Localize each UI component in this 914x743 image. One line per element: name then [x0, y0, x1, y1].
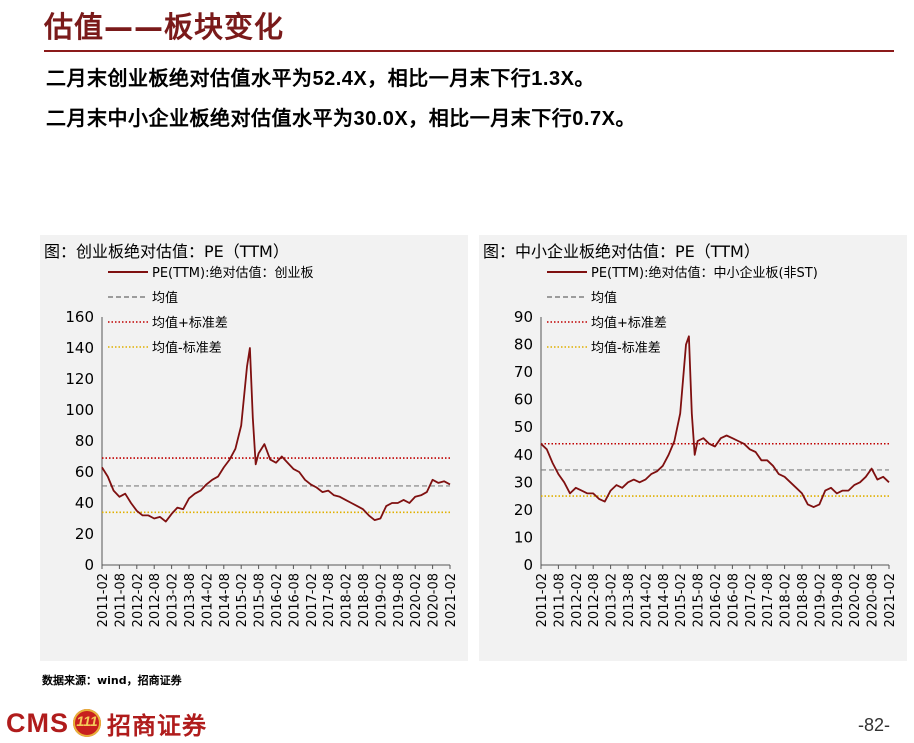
y-tick-label: 100: [65, 401, 94, 419]
x-tick-label: 2018-08: [357, 573, 372, 627]
y-tick-label: 70: [514, 363, 533, 381]
sme-pe-chart-panel: 图：中小企业板绝对估值：PE（TTM） PE(TTM):绝对估值：中小企业板(非…: [479, 235, 907, 661]
page-number: -82-: [857, 715, 890, 735]
x-tick-label: 2015-02: [235, 573, 250, 627]
legend-label: 均值+标准差: [591, 315, 667, 331]
x-tick-label: 2019-08: [392, 573, 407, 627]
headline-sme-mid: ，相比一月末下行: [408, 106, 573, 130]
headline-sme: 二月末中小企业板绝对估值水平为30.0X，相比一月末下行0.7X。: [46, 102, 636, 131]
x-tick-label: 2016-08: [726, 573, 741, 627]
x-tick-label: 2014-02: [200, 573, 215, 627]
x-tick-label: 2016-02: [709, 573, 724, 627]
y-tick-label: 20: [514, 501, 533, 519]
x-tick-label: 2020-08: [427, 573, 442, 627]
headline-gem-mid: ，相比一月末下行: [367, 66, 532, 90]
y-tick-label: 160: [65, 308, 94, 326]
page-title: 估值——板块变化: [44, 10, 285, 44]
logo-badge-text: 111: [76, 713, 98, 729]
x-tick-label: 2020-08: [866, 573, 881, 627]
x-tick-label: 2018-02: [779, 573, 794, 627]
x-tick-label: 2019-08: [831, 573, 846, 627]
x-tick-label: 2020-02: [848, 573, 863, 627]
y-tick-label: 20: [75, 525, 94, 543]
logo-cms-text: CMS: [6, 707, 69, 738]
logo-badge-icon: 111: [73, 709, 101, 737]
y-tick-label: 140: [65, 339, 94, 357]
headline-gem-pre: 二月末创业板绝对估值水平为: [46, 66, 313, 90]
x-tick-label: 2017-02: [305, 573, 320, 627]
headline-gem-change: 1.3X: [531, 68, 575, 90]
x-tick-label: 2013-08: [622, 573, 637, 627]
legend-label: 均值+标准差: [152, 315, 228, 331]
y-tick-label: 40: [514, 446, 533, 464]
headline-gem-value: 52.4X: [312, 68, 368, 90]
x-tick-label: 2013-02: [605, 573, 620, 627]
x-tick-label: 2016-08: [287, 573, 302, 627]
legend-label: 均值: [591, 290, 617, 306]
x-tick-label: 2017-02: [744, 573, 759, 627]
x-tick-label: 2011-02: [96, 573, 111, 627]
gem-chart-title: 图：创业板绝对估值：PE（TTM）: [44, 242, 289, 261]
y-tick-label: 120: [65, 370, 94, 388]
headline-sme-value: 30.0X: [353, 108, 409, 130]
y-tick-label: 40: [75, 494, 94, 512]
pe-series-line: [101, 347, 451, 523]
x-tick-label: 2014-08: [218, 573, 233, 627]
x-tick-label: 2012-02: [131, 573, 146, 627]
x-tick-label: 2013-08: [183, 573, 198, 627]
legend-label: 均值-标准差: [152, 340, 222, 356]
gem-pe-chart-panel: 图：创业板绝对估值：PE（TTM） PE(TTM):绝对估值：创业板 均值均值+标…: [40, 235, 468, 661]
x-tick-label: 2013-02: [166, 573, 181, 627]
x-tick-label: 2018-02: [340, 573, 355, 627]
company-logo: CMS 111 招商证券: [6, 706, 207, 740]
legend-label: PE(TTM):绝对估值：中小企业板(非ST): [591, 265, 818, 281]
logo-company-name: 招商证券: [107, 711, 207, 740]
legend-label: 均值-标准差: [591, 340, 661, 356]
x-tick-label: 2017-08: [761, 573, 776, 627]
y-tick-label: 60: [514, 391, 533, 409]
y-tick-label: 10: [514, 528, 533, 546]
headline-sme-post: 。: [615, 106, 636, 130]
x-tick-label: 2015-08: [253, 573, 268, 627]
x-tick-label: 2019-02: [813, 573, 828, 627]
x-tick-label: 2017-08: [322, 573, 337, 627]
x-tick-label: 2012-02: [570, 573, 585, 627]
x-tick-label: 2012-08: [148, 573, 163, 627]
x-tick-label: 2014-08: [657, 573, 672, 627]
legend-label: PE(TTM):绝对估值：创业板: [152, 265, 313, 281]
sme-chart-title: 图：中小企业板绝对估值：PE（TTM）: [483, 242, 760, 261]
y-tick-label: 0: [523, 556, 533, 574]
x-tick-label: 2019-02: [374, 573, 389, 627]
y-tick-label: 50: [514, 418, 533, 436]
x-tick-label: 2014-02: [639, 573, 654, 627]
x-tick-label: 2021-02: [883, 573, 898, 627]
x-tick-label: 2018-08: [796, 573, 811, 627]
x-tick-label: 2011-08: [552, 573, 567, 627]
y-tick-label: 30: [514, 473, 533, 491]
legend-label: 均值: [152, 290, 178, 306]
headline-gem-post: 。: [574, 66, 595, 90]
y-tick-label: 80: [75, 432, 94, 450]
x-tick-label: 2016-02: [270, 573, 285, 627]
y-tick-label: 0: [84, 556, 94, 574]
x-tick-label: 2011-02: [535, 573, 550, 627]
headline-sme-pre: 二月末中小企业板绝对估值水平为: [46, 106, 354, 130]
x-tick-label: 2012-08: [587, 573, 602, 627]
x-tick-label: 2015-02: [674, 573, 689, 627]
title-divider: [44, 50, 894, 52]
pe-series-line: [540, 335, 890, 509]
x-tick-label: 2021-02: [444, 573, 459, 627]
y-tick-label: 80: [514, 336, 533, 354]
x-tick-label: 2015-08: [692, 573, 707, 627]
headline-gem: 二月末创业板绝对估值水平为52.4X，相比一月末下行1.3X。: [46, 62, 595, 91]
x-tick-label: 2020-02: [409, 573, 424, 627]
x-tick-label: 2011-08: [113, 573, 128, 627]
headline-sme-change: 0.7X: [572, 108, 616, 130]
y-tick-label: 60: [75, 463, 94, 481]
data-source-note: 数据来源：wind，招商证券: [42, 674, 182, 687]
y-tick-label: 90: [514, 308, 533, 326]
